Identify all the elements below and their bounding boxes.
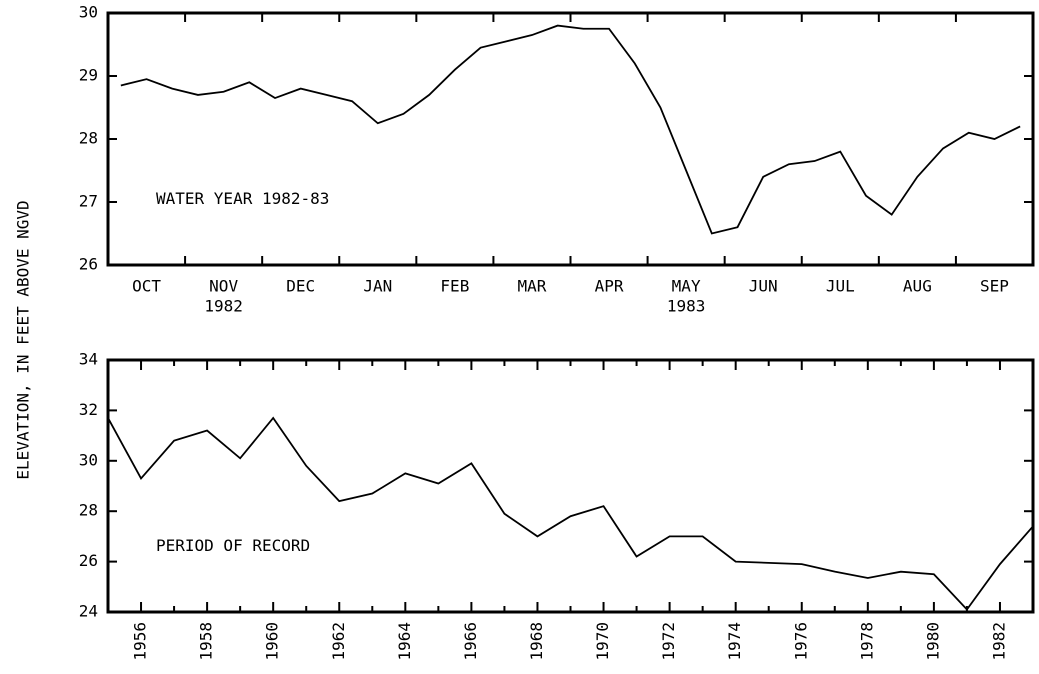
y-tick-label: 29 [79, 66, 98, 85]
y-tick-label: 26 [79, 255, 98, 274]
x-tick-label: 1966 [461, 622, 480, 661]
x-tick-label: 1970 [593, 622, 612, 661]
x-tick-label: FEB [440, 277, 469, 296]
x-tick-label: SEP [980, 277, 1009, 296]
x-tick-label: 1964 [395, 622, 414, 661]
x-tick-label: OCT [132, 277, 161, 296]
x-tick-label: 1960 [263, 622, 282, 661]
x-tick-label: APR [595, 277, 624, 296]
x-tick-sublabel: 1983 [667, 297, 706, 316]
x-tick-label: NOV [209, 277, 238, 296]
data-line [120, 24, 1021, 235]
x-tick-label: 1972 [659, 622, 678, 661]
annotation: PERIOD OF RECORD [156, 536, 310, 555]
y-tick-label: 27 [79, 192, 98, 211]
y-tick-label: 34 [79, 350, 98, 369]
y-tick-label: 30 [79, 450, 98, 469]
x-tick-label: 1978 [857, 622, 876, 661]
x-tick-label: 1958 [197, 622, 216, 661]
x-tick-label: 1962 [329, 622, 348, 661]
y-tick-label: 32 [79, 400, 98, 419]
x-tick-label: 1974 [725, 622, 744, 661]
x-tick-label: 1982 [989, 622, 1008, 661]
x-tick-label: 1976 [791, 622, 810, 661]
x-tick-label: DEC [286, 277, 315, 296]
plot-frame [106, 358, 1035, 614]
x-tick-label: JUN [749, 277, 778, 296]
plot-frame [106, 11, 1035, 267]
x-tick-label: AUG [903, 277, 932, 296]
y-axis-label: ELEVATION, IN FEET ABOVE NGVD [14, 200, 33, 479]
y-tick-label: 30 [79, 3, 98, 22]
y-tick-label: 26 [79, 551, 98, 570]
x-tick-label: JAN [363, 277, 392, 296]
data-line [107, 416, 1034, 611]
y-tick-label: 24 [79, 602, 98, 621]
x-tick-label: JUL [826, 277, 855, 296]
x-tick-sublabel: 1982 [204, 297, 243, 316]
x-tick-label: 1980 [923, 622, 942, 661]
x-tick-label: MAY [672, 277, 701, 296]
x-tick-label: MAR [518, 277, 547, 296]
y-tick-label: 28 [79, 129, 98, 148]
y-tick-label: 28 [79, 501, 98, 520]
x-tick-label: 1956 [131, 622, 150, 661]
x-tick-label: 1968 [527, 622, 546, 661]
annotation: WATER YEAR 1982-83 [156, 189, 329, 208]
